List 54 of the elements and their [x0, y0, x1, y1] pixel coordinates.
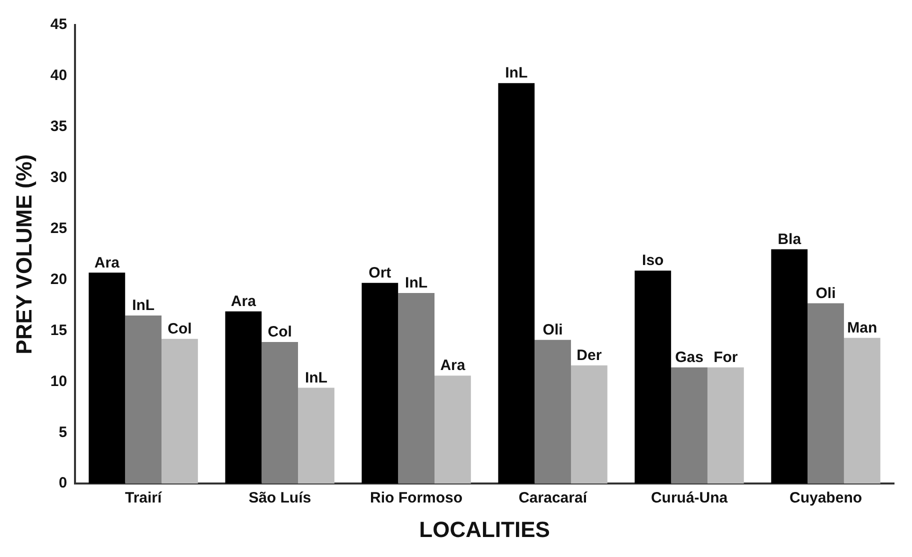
bar [434, 376, 471, 484]
data-label: InL [132, 297, 155, 314]
bar [125, 315, 162, 484]
y-tick-label: 5 [58, 424, 68, 441]
y-tick-label: 25 [50, 220, 68, 237]
y-tick-label: 45 [50, 16, 68, 34]
y-tick-label: 0 [58, 474, 68, 492]
x-tick-label: Cuyabeno [790, 490, 862, 507]
bar [262, 342, 298, 484]
bar [808, 303, 844, 484]
y-tick-label: 20 [50, 270, 68, 288]
x-tick-label: São Luís [248, 490, 312, 507]
data-label: Gas [675, 349, 704, 366]
y-tick-label: 30 [50, 169, 68, 186]
data-label: For [714, 349, 738, 366]
x-tick-label: Rio Formoso [370, 490, 463, 507]
x-tick-label: Trairí [124, 490, 163, 507]
data-label: Oli [816, 284, 836, 302]
bar [362, 282, 398, 484]
data-label: Col [268, 324, 292, 341]
y-tick-label: 40 [50, 67, 68, 84]
data-label: InL [304, 369, 328, 386]
data-label: Ara [440, 357, 466, 374]
y-tick-label: 35 [50, 118, 68, 136]
bar [771, 249, 808, 484]
data-label: Man [847, 320, 878, 337]
bar [298, 388, 334, 484]
x-tick-label: Curuá-Una [650, 490, 728, 507]
x-axis-title: LOCALITIES [419, 516, 550, 542]
bar [534, 340, 571, 484]
data-label: Bla [778, 230, 802, 248]
y-tick-label: 10 [50, 372, 68, 390]
bar [671, 367, 708, 484]
bar [225, 311, 262, 484]
bar [498, 83, 535, 484]
data-label: InL [405, 274, 428, 292]
data-label: Der [576, 347, 602, 364]
bar [162, 338, 198, 484]
data-label: Ort [368, 264, 392, 282]
bar [707, 367, 744, 484]
data-label: Oli [542, 322, 563, 339]
bar [844, 338, 880, 484]
bar [88, 272, 126, 484]
data-label: Ara [94, 254, 120, 272]
data-label: Col [168, 320, 192, 338]
x-tick-label: Caracaraí [518, 490, 588, 507]
y-axis-title: PREY VOLUME (%) [11, 154, 36, 354]
y-tick-label: 15 [50, 322, 68, 339]
bar [398, 293, 434, 484]
data-label: Ara [230, 293, 257, 310]
data-label: InL [505, 64, 528, 82]
bar [634, 270, 672, 484]
data-label: Iso [642, 252, 664, 270]
bar [570, 365, 608, 484]
